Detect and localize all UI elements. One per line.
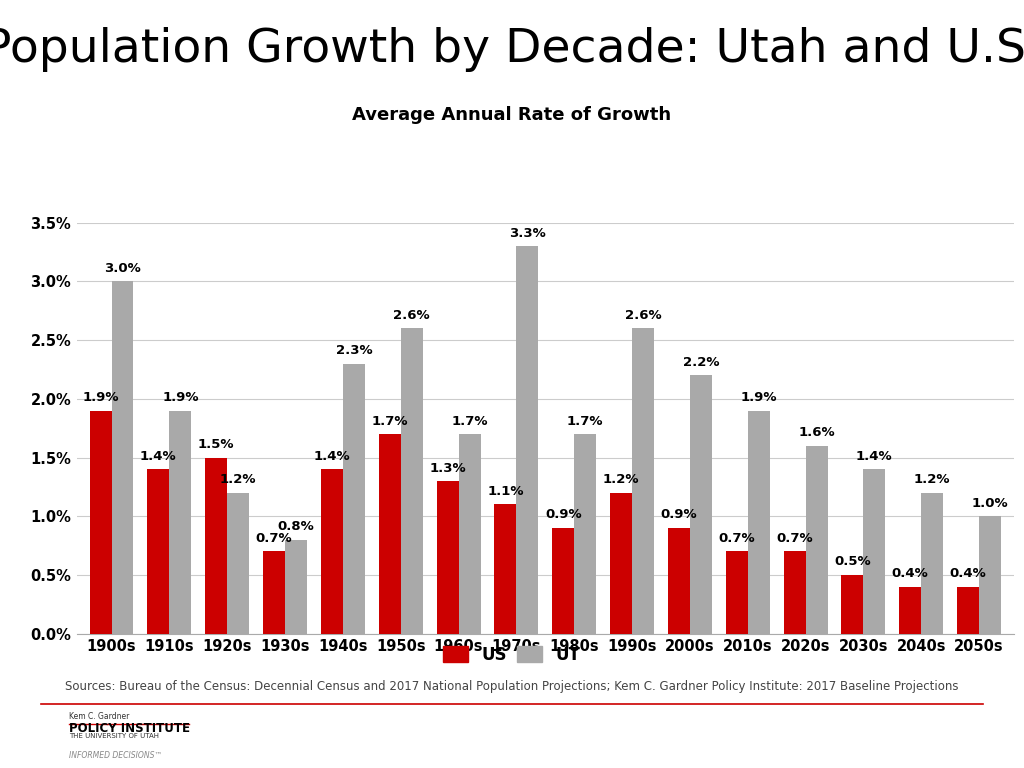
Text: 0.4%: 0.4% (949, 568, 986, 580)
Bar (495, 505, 516, 634)
Bar (263, 551, 285, 634)
Text: 0.7%: 0.7% (719, 532, 755, 545)
Bar (53, 716, 58, 742)
Text: 1.1%: 1.1% (487, 485, 523, 498)
Bar (459, 434, 480, 634)
Bar (574, 434, 596, 634)
Text: 1.2%: 1.2% (914, 473, 950, 486)
Text: 0.9%: 0.9% (545, 508, 582, 521)
Text: 1.9%: 1.9% (162, 391, 199, 404)
Bar (726, 551, 748, 634)
Text: 3.0%: 3.0% (104, 262, 141, 275)
Text: 1.0%: 1.0% (972, 497, 1009, 510)
Text: 2.2%: 2.2% (683, 356, 719, 369)
Bar (89, 411, 112, 634)
Bar (899, 587, 922, 634)
Bar (46, 740, 58, 754)
Text: 2.6%: 2.6% (393, 309, 430, 322)
Text: 1.2%: 1.2% (220, 473, 256, 486)
Text: 2.6%: 2.6% (625, 309, 662, 322)
Text: 1.4%: 1.4% (140, 450, 177, 463)
Bar (979, 516, 1001, 634)
Text: 0.9%: 0.9% (660, 508, 697, 521)
Bar (46, 716, 51, 742)
Text: Kem C. Gardner: Kem C. Gardner (69, 712, 129, 721)
Text: 0.8%: 0.8% (278, 520, 314, 533)
Bar (169, 411, 191, 634)
Text: 3.3%: 3.3% (509, 227, 546, 240)
Text: 1.9%: 1.9% (740, 391, 777, 404)
Text: THE UNIVERSITY OF UTAH: THE UNIVERSITY OF UTAH (69, 733, 159, 739)
Text: 0.5%: 0.5% (835, 555, 870, 568)
Text: 1.4%: 1.4% (856, 450, 893, 463)
Text: 1.6%: 1.6% (799, 426, 835, 439)
Text: Average Annual Rate of Growth: Average Annual Rate of Growth (352, 106, 672, 124)
Text: POLICY INSTITUTE: POLICY INSTITUTE (69, 722, 189, 735)
Text: 0.7%: 0.7% (256, 532, 292, 545)
Text: 1.7%: 1.7% (372, 415, 408, 428)
Bar (748, 411, 770, 634)
Text: 0.4%: 0.4% (892, 568, 929, 580)
Bar (400, 329, 423, 634)
Bar (227, 493, 249, 634)
Text: 1.3%: 1.3% (429, 462, 466, 475)
Text: INFORMED DECISIONS™: INFORMED DECISIONS™ (69, 751, 162, 760)
Bar (783, 551, 806, 634)
Bar (922, 493, 943, 634)
Bar (842, 575, 863, 634)
Text: 1.4%: 1.4% (313, 450, 350, 463)
Bar (321, 469, 343, 634)
Bar (205, 458, 227, 634)
Bar (806, 445, 827, 634)
Bar (379, 434, 400, 634)
Text: 1.7%: 1.7% (452, 415, 487, 428)
Bar (436, 481, 459, 634)
Bar (632, 329, 654, 634)
Bar (552, 528, 574, 634)
Bar (957, 587, 979, 634)
Legend: US, UT: US, UT (443, 646, 581, 664)
Bar (516, 247, 539, 634)
Text: 1.7%: 1.7% (567, 415, 603, 428)
Text: 0.7%: 0.7% (776, 532, 813, 545)
Bar (147, 469, 169, 634)
Bar (285, 540, 307, 634)
Bar (610, 493, 632, 634)
Text: Sources: Bureau of the Census: Decennial Census and 2017 National Population Pro: Sources: Bureau of the Census: Decennial… (66, 680, 958, 693)
Bar (863, 469, 886, 634)
Bar (343, 363, 365, 634)
Text: 2.3%: 2.3% (336, 344, 372, 357)
Bar (112, 281, 133, 634)
Text: 1.2%: 1.2% (603, 473, 639, 486)
Bar (690, 376, 712, 634)
Bar (668, 528, 690, 634)
Text: 1.9%: 1.9% (82, 391, 119, 404)
Text: 1.5%: 1.5% (198, 438, 234, 451)
Text: Population Growth by Decade: Utah and U.S.: Population Growth by Decade: Utah and U.… (0, 27, 1024, 72)
